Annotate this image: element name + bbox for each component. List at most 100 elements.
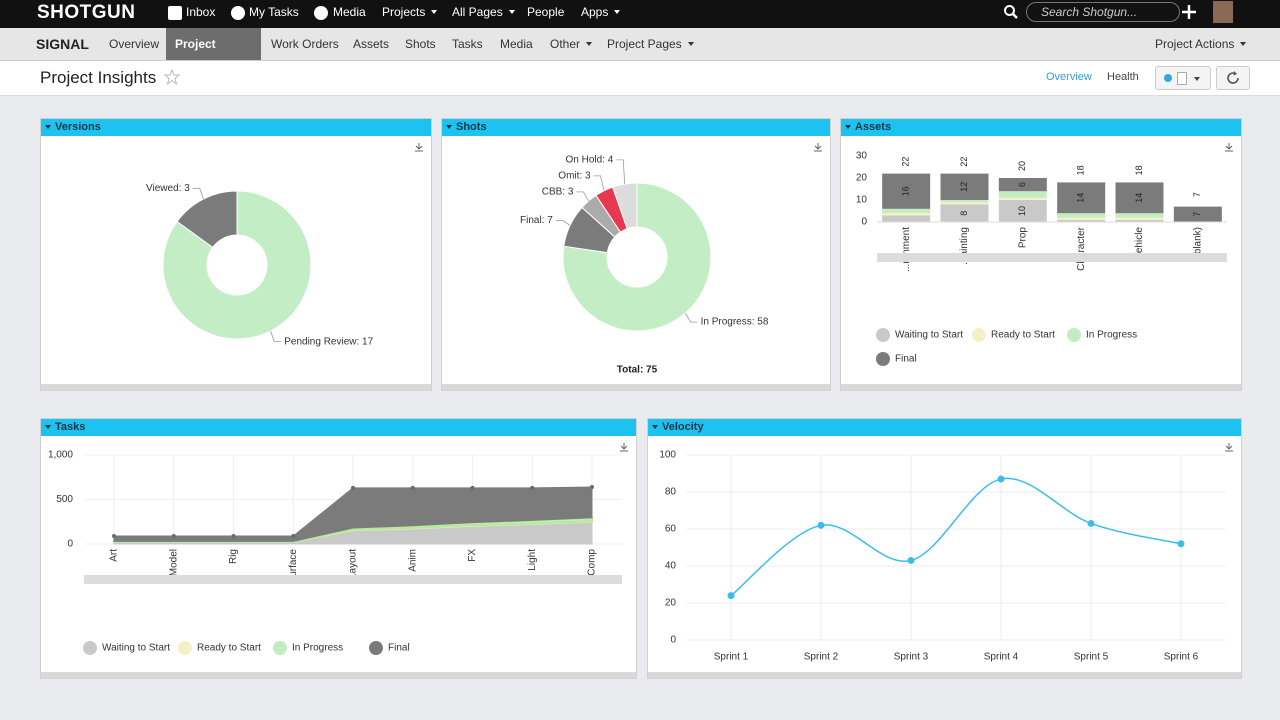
tab-active[interactable]: Overview — [1046, 71, 1092, 83]
subnav-item[interactable]: Shots — [405, 37, 436, 51]
x-tick-label: Rig — [228, 549, 239, 564]
nav-item[interactable]: Apps — [581, 5, 621, 19]
x-tick-label: Comp — [587, 549, 598, 576]
segment-label: 8 — [959, 211, 969, 216]
x-tick-label: Model — [168, 549, 179, 576]
bar-segment — [1115, 213, 1164, 218]
nav-item[interactable]: All Pages — [452, 5, 515, 19]
download-icon — [1225, 443, 1233, 452]
x-tick-label: Light — [527, 549, 538, 571]
x-tick-label: Sprint 6 — [1164, 652, 1199, 663]
point — [817, 521, 825, 529]
leader-line — [685, 312, 698, 323]
bar-segment — [998, 200, 1047, 222]
legend-swatch — [273, 641, 287, 655]
subnav-item[interactable]: Tasks — [452, 37, 483, 51]
segment-label: 10 — [1017, 206, 1027, 216]
nav-item[interactable]: People — [527, 5, 565, 19]
slice-label: In Progress: 58 — [701, 317, 769, 328]
bar-segment — [1057, 219, 1106, 222]
nav-item[interactable]: My Tasks — [249, 5, 299, 19]
pie-slice — [176, 190, 238, 249]
widget-footer[interactable] — [41, 384, 431, 390]
point — [112, 533, 116, 538]
y-tick-label: 80 — [665, 487, 677, 498]
x-tick-label: Layout — [348, 549, 359, 579]
caret — [1194, 77, 1200, 81]
x-tick-label: Sprint 2 — [804, 652, 839, 663]
brand-logo[interactable]: SHOTGUN — [37, 2, 136, 23]
x-tick-label: Surface — [288, 549, 299, 584]
legend-swatch — [1067, 328, 1081, 342]
legend-label: Waiting to Start — [102, 643, 170, 654]
page-title: Project Insights — [40, 68, 157, 87]
widget-footer[interactable] — [648, 672, 1241, 678]
nav-item[interactable]: Projects — [382, 5, 438, 19]
bar-segment — [1115, 217, 1164, 220]
refresh-button[interactable] — [1216, 66, 1250, 90]
slice-label: Final: 7 — [520, 215, 553, 226]
nav-item[interactable]: Inbox — [186, 5, 216, 19]
project-name[interactable]: SIGNAL — [36, 36, 89, 52]
total-label: Total: 75 — [617, 365, 658, 376]
subnav-item-active[interactable]: Project Insights — [166, 28, 261, 83]
subnav-item[interactable]: Overview — [109, 37, 160, 51]
legend-swatch — [972, 328, 986, 342]
subnav-item[interactable]: Media — [500, 37, 533, 51]
total-label: 20 — [1017, 161, 1027, 171]
x-tick-label: Sprint 5 — [1074, 652, 1109, 663]
nav-item[interactable]: Media — [333, 5, 366, 19]
line — [730, 477, 1182, 597]
project-actions[interactable]: Project Actions — [1146, 28, 1255, 60]
layout-menu[interactable] — [1155, 66, 1211, 90]
avatar[interactable] — [1213, 1, 1233, 23]
slice-label: On Hold: 4 — [566, 155, 614, 166]
point — [171, 533, 176, 538]
bar-segment — [882, 208, 931, 214]
leader-line — [616, 159, 626, 185]
legend-label: In Progress — [1086, 330, 1137, 341]
bar-segment — [998, 178, 1047, 192]
tab[interactable]: Health — [1107, 71, 1139, 83]
search-icon[interactable] — [1003, 4, 1019, 20]
subnav-item[interactable]: Work Orders — [271, 37, 339, 51]
add-button[interactable] — [1181, 4, 1197, 20]
widget-title[interactable]: Versions — [41, 119, 431, 136]
x-tick-label: Sprint 4 — [984, 652, 1019, 663]
velocity-widget: Velocity Sprint 1 Sprint 2 Sprint 3 Sprint 4… — [647, 418, 1242, 679]
bar-segment — [940, 200, 989, 203]
x-tick-label: Vehicle — [1134, 227, 1145, 260]
subnav-item[interactable]: Other — [541, 28, 601, 60]
bar-segment — [1057, 182, 1106, 214]
widget-title[interactable]: Assets — [841, 119, 1241, 136]
search-box[interactable]: Search Shotgun... — [1026, 2, 1180, 22]
bar-segment — [882, 215, 931, 222]
segment-label: 14 — [1076, 193, 1086, 203]
legend-swatch — [83, 641, 97, 655]
widget-title[interactable]: Tasks — [41, 419, 636, 436]
bar-segment — [940, 202, 989, 205]
favorite-star[interactable] — [164, 69, 180, 85]
point — [727, 592, 735, 600]
nav-label: Apps — [581, 5, 609, 19]
subnav-item[interactable]: Project Pages — [598, 28, 703, 60]
tasks-icon — [231, 6, 245, 20]
bar-segment — [882, 213, 931, 216]
download-icon — [1225, 143, 1233, 152]
point — [351, 485, 355, 490]
widget-footer[interactable] — [41, 672, 636, 678]
pie-slice — [612, 182, 638, 230]
widget-title[interactable]: Velocity — [648, 419, 1241, 436]
subnav-label: Other — [550, 37, 581, 51]
widget-footer[interactable] — [442, 384, 830, 390]
x-tick-label: Sprint 1 — [714, 652, 749, 663]
chart: In Progress: 58 Final: 7 CBB: 3 Omit: 3 On H… — [520, 143, 822, 376]
widget-title[interactable]: Shots — [442, 119, 830, 136]
y-tick-label: 60 — [665, 524, 677, 535]
legend-swatch — [876, 328, 890, 342]
total-label: 22 — [959, 157, 969, 167]
widget-footer[interactable] — [841, 384, 1241, 390]
subnav-item[interactable]: Assets — [353, 37, 390, 51]
leader-line — [270, 330, 282, 343]
